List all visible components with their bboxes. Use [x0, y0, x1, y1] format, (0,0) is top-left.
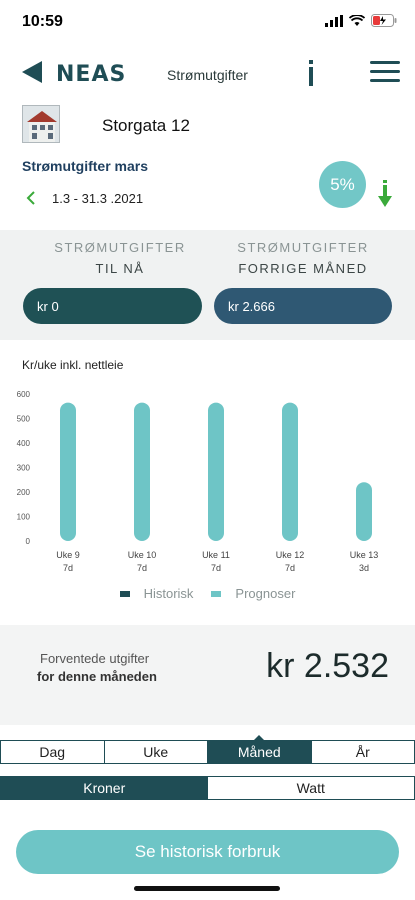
tab-uke[interactable]: Uke [105, 741, 208, 763]
x-tick-sublabel: 7d [285, 563, 295, 573]
chart-ylabel: Kr/uke inkl. nettleie [22, 358, 124, 372]
weekly-cost-chart: 0 100 200 300 400 500 600 Uke 9 7d Uke 10 7d Uke 11… [17, 390, 379, 573]
neas-logo: NEAS [56, 62, 127, 87]
y-tick-label: 400 [17, 439, 31, 448]
cost-last-month: STRØMUTGIFTER FORRIGE MÅNED [213, 240, 393, 276]
y-tick-label: 300 [17, 464, 31, 473]
cost-to-date-value: kr 0 [23, 288, 202, 324]
property-selector[interactable]: Storgata 12 [22, 104, 190, 144]
bar-prognose [60, 402, 76, 541]
forecast-sublabel: for denne måneden [37, 669, 157, 684]
x-tick-label: Uke 9 [56, 550, 80, 560]
period-title: Strømutgifter mars [22, 158, 149, 174]
change-percent-badge: 5% [319, 161, 366, 208]
x-tick-label: Uke 11 [202, 550, 230, 560]
hamburger-menu-icon[interactable] [370, 61, 400, 83]
legend-swatch-prognoser [211, 590, 222, 597]
property-name: Storgata 12 [102, 116, 190, 135]
y-tick-label: 0 [26, 537, 31, 546]
bar-prognose [356, 482, 372, 541]
period-selector: 1.3 - 31.3 .2021 [24, 190, 143, 206]
bar-prognose [208, 402, 224, 541]
wifi-icon [349, 14, 365, 26]
home-indicator [134, 886, 280, 891]
unit-tabs: Kroner Watt [0, 776, 415, 800]
y-tick-label: 100 [17, 513, 31, 522]
house-photo [22, 105, 60, 143]
tab-dag[interactable]: Dag [1, 741, 105, 763]
bar-prognose [134, 402, 150, 541]
x-tick-sublabel: 3d [359, 563, 369, 573]
x-tick-sublabel: 7d [137, 563, 147, 573]
nav-bar: NEAS Strømutgifter [0, 50, 415, 94]
legend-label-prognoser: Prognoser [235, 586, 296, 601]
status-bar: 10:59 [0, 0, 415, 44]
cost-last-month-value: kr 2.666 [214, 288, 392, 324]
page-title: Strømutgifter [167, 67, 248, 83]
arrow-down-icon [378, 180, 392, 207]
bar-prognose [282, 402, 298, 541]
unit-tab-kroner[interactable]: Kroner [1, 777, 208, 799]
x-tick-sublabel: 7d [63, 563, 73, 573]
x-tick-label: Uke 12 [276, 550, 305, 560]
chevron-left-icon[interactable] [24, 190, 38, 206]
status-icons [325, 14, 397, 27]
x-tick-label: Uke 13 [350, 550, 379, 560]
x-tick-sublabel: 7d [211, 563, 221, 573]
legend-item-prognoser: Prognoser [211, 586, 295, 601]
cost-last-month-label: STRØMUTGIFTER [237, 240, 369, 255]
tab-år[interactable]: År [355, 744, 370, 760]
forecast-panel: Forventede utgifter for denne måneden kr… [0, 625, 415, 725]
battery-icon [371, 14, 397, 27]
legend-item-historisk: Historisk [119, 586, 194, 601]
period-range: 1.3 - 31.3 .2021 [52, 190, 144, 206]
x-tick-label: Uke 10 [128, 550, 157, 560]
y-tick-label: 600 [17, 390, 31, 399]
y-tick-label: 200 [17, 488, 31, 497]
forecast-label: Forventede utgifter [40, 651, 150, 666]
legend-swatch-historisk [119, 590, 130, 597]
cost-last-month-sublabel: FORRIGE MÅNED [238, 261, 368, 276]
cost-summary-panel: STRØMUTGIFTER TIL NÅ STRØMUTGIFTER FORRI… [0, 230, 415, 340]
status-time: 10:59 [22, 13, 63, 30]
legend-label-historisk: Historisk [143, 586, 194, 601]
cost-to-date: STRØMUTGIFTER TIL NÅ [30, 240, 210, 276]
cost-to-date-label: STRØMUTGIFTER [54, 240, 186, 255]
forecast-value: kr 2.532 [266, 647, 389, 685]
chart-legend: Historisk Prognoser [0, 586, 415, 601]
unit-tab-watt[interactable]: Watt [296, 780, 325, 796]
back-arrow-icon[interactable] [20, 60, 44, 84]
period-tabs: Dag Uke Måned År [0, 735, 415, 764]
y-tick-label: 500 [17, 415, 31, 424]
historical-usage-button[interactable]: Se historisk forbruk [16, 830, 399, 874]
tab-måned[interactable]: Måned [208, 735, 312, 763]
signal-icon [325, 14, 343, 27]
cost-to-date-sublabel: TIL NÅ [95, 261, 145, 276]
info-icon[interactable] [304, 60, 318, 86]
